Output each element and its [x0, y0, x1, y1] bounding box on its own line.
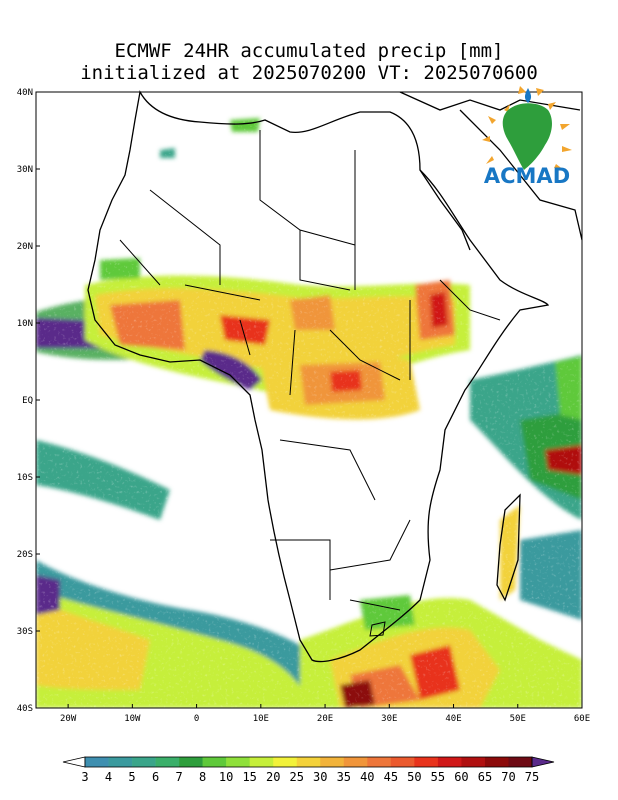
colorbar-label: 50 — [407, 770, 421, 784]
colorbar-swatch — [296, 757, 321, 767]
lat-label: 40S — [17, 704, 33, 714]
colorbar-swatch — [461, 757, 486, 767]
colorbar-label: 15 — [242, 770, 256, 784]
colorbar-swatch — [85, 757, 109, 767]
lat-label: 10N — [17, 319, 33, 329]
colorbar-label: 7 — [175, 770, 182, 784]
lat-label: 30S — [17, 627, 33, 637]
lon-label: 10W — [124, 714, 141, 724]
colorbar-label: 65 — [478, 770, 492, 784]
colorbar-label: 75 — [525, 770, 539, 784]
colorbar-label: 6 — [152, 770, 159, 784]
colorbar-label: 20 — [266, 770, 280, 784]
colorbar-label: 10 — [219, 770, 233, 784]
lat-label: 40N — [17, 88, 33, 98]
coastlines — [87, 90, 583, 663]
logo-sun-rays-icon — [482, 86, 572, 170]
colorbar-label: 35 — [337, 770, 351, 784]
colorbar-label: 3 — [81, 770, 88, 784]
colorbar-label: 45 — [384, 770, 398, 784]
colorbar-label: 5 — [128, 770, 135, 784]
colorbar-label: 40 — [360, 770, 374, 784]
colorbar-label: 70 — [501, 770, 515, 784]
lat-label: 20N — [17, 242, 33, 252]
lon-label: 50E — [510, 714, 526, 724]
colorbar-swatch — [132, 757, 156, 767]
colorbar-label: 60 — [454, 770, 468, 784]
lat-label: 30N — [17, 165, 33, 175]
lon-label: 10E — [253, 714, 269, 724]
colorbar-swatch — [155, 757, 180, 767]
colorbar-swatch — [202, 757, 227, 767]
lon-label: 40E — [445, 714, 461, 724]
colorbar-swatch — [249, 757, 274, 767]
colorbar-label: 30 — [313, 770, 327, 784]
colorbar-swatch — [179, 757, 203, 767]
map-title-line-2: initialized at 2025070200 VT: 2025070600 — [80, 62, 538, 84]
lon-label: 60E — [574, 714, 590, 724]
colorbar-swatch — [390, 757, 415, 767]
colorbar-label: 55 — [431, 770, 445, 784]
colorbar-swatch — [484, 757, 509, 767]
colorbar-swatch — [414, 757, 439, 767]
colorbar-outline — [84, 756, 533, 768]
logo-africa-icon — [502, 103, 552, 170]
lesotho-border — [369, 621, 386, 637]
colorbar-label: 8 — [199, 770, 206, 784]
lon-label: 0 — [194, 714, 199, 724]
colorbar-swatch — [508, 757, 533, 767]
colorbar-swatch — [367, 757, 392, 767]
colorbar-swatch — [343, 757, 368, 767]
lat-label: 20S — [17, 550, 33, 560]
lon-label: 20W — [60, 714, 77, 724]
colorbar-label: 25 — [290, 770, 304, 784]
logo-text: ACMAD — [484, 164, 570, 188]
map-title-line-1: ECMWF 24HR accumulated precip [mm] — [114, 40, 504, 62]
colorbar-label: 4 — [105, 770, 112, 784]
lat-label: 10S — [17, 473, 33, 483]
lon-label: 20E — [317, 714, 333, 724]
latitude-axis: 40N 30N 20N 10N EQ 10S 20S 30S 40S — [17, 88, 40, 714]
colorbar-swatch — [108, 757, 133, 767]
lon-label: 30E — [381, 714, 397, 724]
colorbar-swatch — [437, 757, 462, 767]
colorbar-over-arrow — [531, 756, 555, 768]
colorbar: 3 4 5 6 7 8 10 15 20 25 30 35 40 45 50 55 60 65 70 75 — [62, 756, 555, 784]
colorbar-under-arrow — [62, 756, 86, 768]
colorbar-swatch — [273, 757, 298, 767]
colorbar-swatch — [320, 757, 345, 767]
precip-field — [36, 92, 582, 708]
longitude-axis: 20W 10W 0 10E 20E 30E 40E 50E 60E — [60, 704, 590, 724]
country-borders — [119, 130, 501, 611]
lat-label: EQ — [22, 396, 33, 406]
acmad-logo: ACMAD — [482, 86, 572, 188]
logo-raindrop-icon — [524, 88, 532, 103]
colorbar-swatch — [226, 757, 250, 767]
